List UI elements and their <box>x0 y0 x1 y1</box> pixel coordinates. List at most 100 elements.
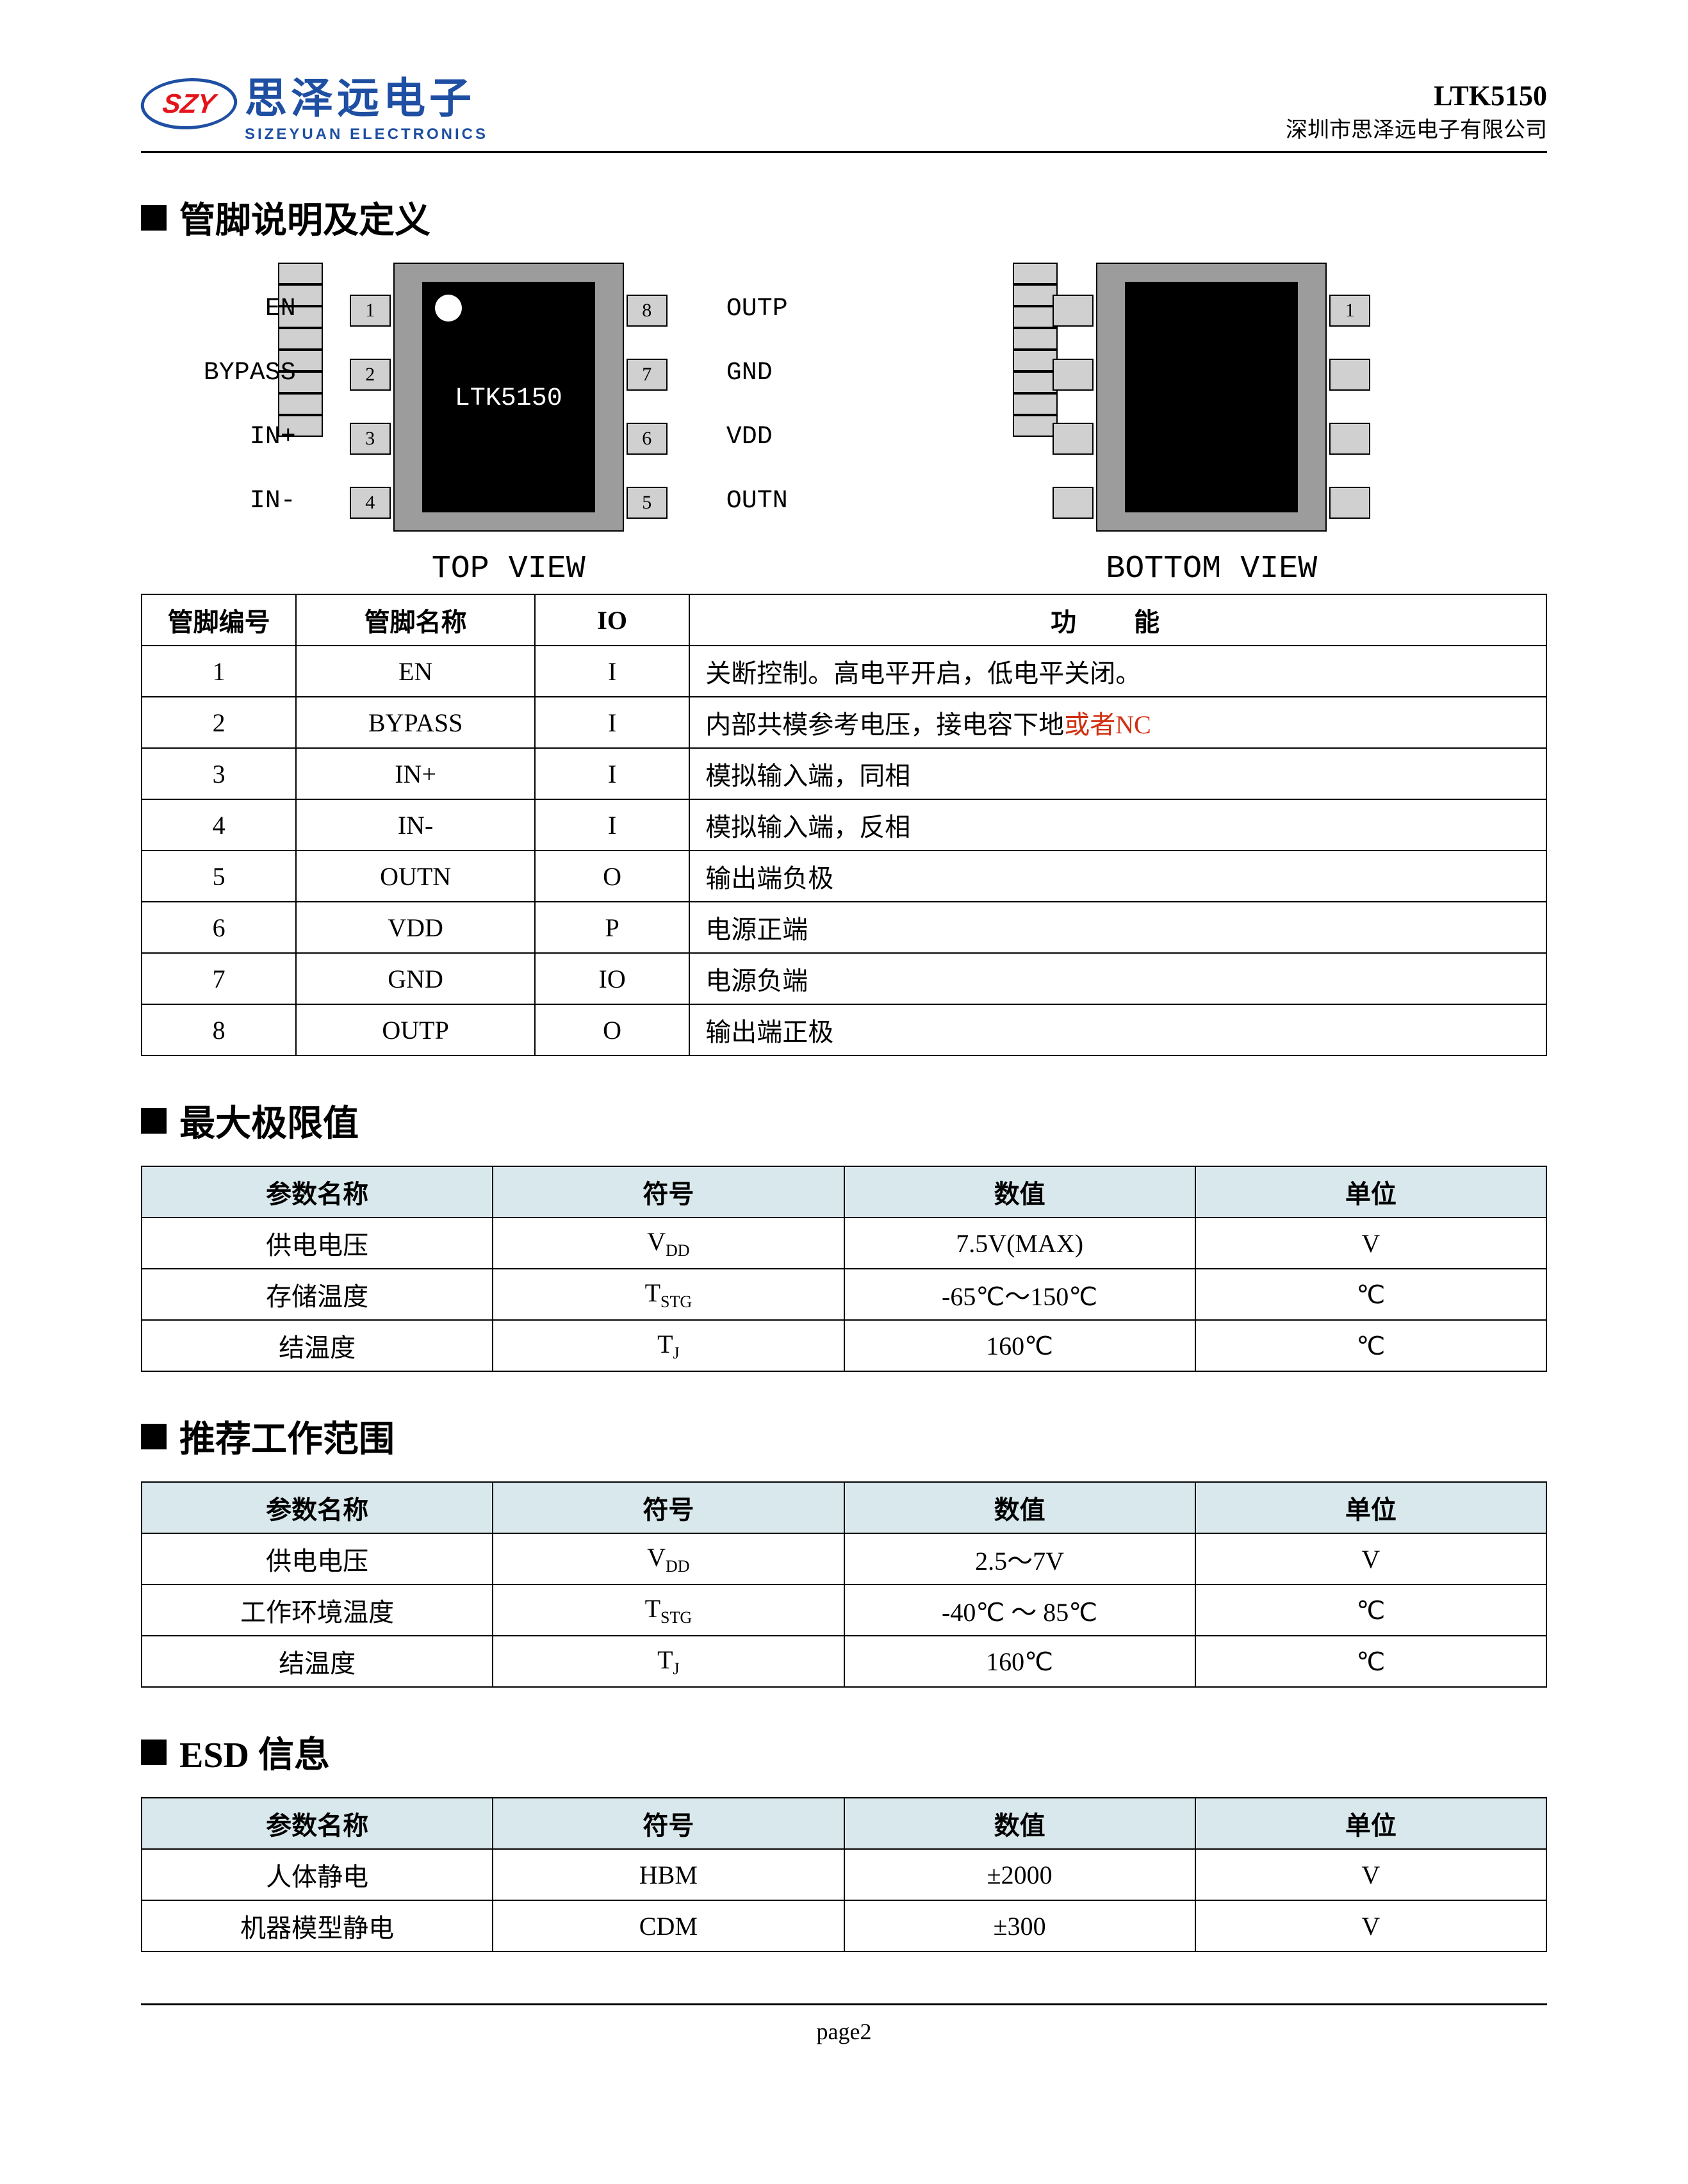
td-pin-io: I <box>535 646 689 697</box>
td-value: 7.5V(MAX) <box>844 1218 1195 1269</box>
td-param: 供电电压 <box>142 1533 493 1585</box>
td-value: 160℃ <box>844 1636 1195 1687</box>
view-label-top: TOP VIEW <box>432 551 586 587</box>
pin-pad <box>1053 423 1094 455</box>
th: 数值 <box>844 1798 1195 1849</box>
th: 符号 <box>493 1166 844 1218</box>
th: 参数名称 <box>142 1798 493 1849</box>
td-value: -65℃～150℃ <box>844 1269 1195 1320</box>
td-symbol: TSTG <box>493 1269 844 1320</box>
td-pin-num: 6 <box>142 902 296 953</box>
pin-table: 管脚编号 管脚名称 IO 功 能 1ENI关断控制。高电平开启，低电平关闭。2B… <box>141 594 1547 1056</box>
table-row: 5OUTNO输出端负极 <box>142 851 1546 902</box>
logo-text-cn: 思泽远电子 <box>245 64 488 126</box>
th: 参数名称 <box>142 1482 493 1533</box>
td-pin-name: IN+ <box>296 748 535 799</box>
th: 管脚编号 <box>142 594 296 646</box>
chip-pin1-dot <box>435 295 462 322</box>
table-row: 4IN-I模拟输入端，反相 <box>142 799 1546 851</box>
td-pin-name: OUTN <box>296 851 535 902</box>
page-header: SZY 思泽远电子 SIZEYUAN ELECTRONICS LTK5150 深… <box>141 64 1547 153</box>
td-pin-num: 3 <box>142 748 296 799</box>
pin-label: OUTN <box>726 487 788 516</box>
th: 单位 <box>1195 1798 1546 1849</box>
chip-top-view-block: LTK5150 1 EN 2 BYPASS 3 IN+ 4 IN- 8 OUTP… <box>278 263 739 587</box>
td-pin-io: P <box>535 902 689 953</box>
logo-icon: SZY <box>137 78 240 129</box>
table-header-row: 管脚编号 管脚名称 IO 功 能 <box>142 594 1546 646</box>
td-pin-io: I <box>535 799 689 851</box>
logo-block: SZY 思泽远电子 SIZEYUAN ELECTRONICS <box>141 64 488 143</box>
pin-pad-1: 1 <box>1329 295 1370 327</box>
pin-lead <box>1013 393 1058 415</box>
th: IO <box>535 594 689 646</box>
pin-lead <box>1013 263 1058 284</box>
td-symbol: VDD <box>493 1533 844 1585</box>
td-symbol: TJ <box>493 1320 844 1371</box>
table-row: 供电电压VDD2.5～7VV <box>142 1533 1546 1585</box>
section-title-max: 最大极限值 <box>141 1095 1547 1146</box>
th: 功 能 <box>689 594 1546 646</box>
td-pin-io: O <box>535 1004 689 1055</box>
chip-bottom-view-block: 1 BOTTOM VIEW <box>1013 263 1410 587</box>
table-row: 存储温度TSTG-65℃～150℃℃ <box>142 1269 1546 1320</box>
pin-number: 5 <box>627 487 668 519</box>
table-row: 1ENI关断控制。高电平开启，低电平关闭。 <box>142 646 1546 697</box>
table-row: 结温度TJ160℃℃ <box>142 1320 1546 1371</box>
table-row: 人体静电HBM±2000V <box>142 1849 1546 1900</box>
td-pin-io: IO <box>535 953 689 1004</box>
table-row: 机器模型静电CDM±300V <box>142 1900 1546 1952</box>
td-pin-func: 模拟输入端，同相 <box>689 748 1546 799</box>
rec-table: 参数名称 符号 数值 单位 供电电压VDD2.5～7VV工作环境温度TSTG-4… <box>141 1481 1547 1688</box>
pin-lead <box>278 328 323 350</box>
td-param: 人体静电 <box>142 1849 493 1900</box>
th: 符号 <box>493 1482 844 1533</box>
td-unit: ℃ <box>1195 1320 1546 1371</box>
td-value: ±300 <box>844 1900 1195 1952</box>
td-pin-num: 7 <box>142 953 296 1004</box>
td-unit: V <box>1195 1849 1546 1900</box>
td-unit: V <box>1195 1533 1546 1585</box>
pin-label: BYPASS <box>204 359 296 387</box>
td-value: 2.5～7V <box>844 1533 1195 1585</box>
pin-label: GND <box>726 359 773 387</box>
td-param: 供电电压 <box>142 1218 493 1269</box>
td-unit: ℃ <box>1195 1636 1546 1687</box>
td-pin-func: 电源正端 <box>689 902 1546 953</box>
section-title-pins: 管脚说明及定义 <box>141 192 1547 243</box>
table-header-row: 参数名称 符号 数值 单位 <box>142 1482 1546 1533</box>
pin-pad <box>1329 423 1370 455</box>
pin-number: 4 <box>350 487 391 519</box>
td-unit: ℃ <box>1195 1585 1546 1636</box>
section-title-esd: ESD 信息 <box>141 1726 1547 1778</box>
chip-label: LTK5150 <box>422 384 595 413</box>
pin-number: 2 <box>350 359 391 391</box>
td-pin-func: 输出端负极 <box>689 851 1546 902</box>
td-unit: V <box>1195 1218 1546 1269</box>
pin-pad <box>1053 359 1094 391</box>
pin-number: 3 <box>350 423 391 455</box>
td-pin-func: 模拟输入端，反相 <box>689 799 1546 851</box>
td-pin-io: I <box>535 748 689 799</box>
th: 单位 <box>1195 1166 1546 1218</box>
td-pin-name: VDD <box>296 902 535 953</box>
table-row: 3IN+I模拟输入端，同相 <box>142 748 1546 799</box>
td-pin-io: I <box>535 697 689 748</box>
td-pin-func: 输出端正极 <box>689 1004 1546 1055</box>
table-header-row: 参数名称 符号 数值 单位 <box>142 1166 1546 1218</box>
table-header-row: 参数名称 符号 数值 单位 <box>142 1798 1546 1849</box>
td-pin-name: EN <box>296 646 535 697</box>
td-pin-name: GND <box>296 953 535 1004</box>
pin-pad <box>1329 359 1370 391</box>
view-label-bottom: BOTTOM VIEW <box>1106 551 1317 587</box>
pin-number: 6 <box>627 423 668 455</box>
part-number: LTK5150 <box>1286 79 1547 112</box>
company-line: 深圳市思泽远电子有限公司 <box>1286 112 1547 143</box>
chip-diagram-row: LTK5150 1 EN 2 BYPASS 3 IN+ 4 IN- 8 OUTP… <box>141 263 1547 587</box>
pin-lead <box>278 393 323 415</box>
pin-number: 7 <box>627 359 668 391</box>
th: 参数名称 <box>142 1166 493 1218</box>
th: 单位 <box>1195 1482 1546 1533</box>
th-text: 功 能 <box>1051 608 1185 637</box>
td-param: 工作环境温度 <box>142 1585 493 1636</box>
